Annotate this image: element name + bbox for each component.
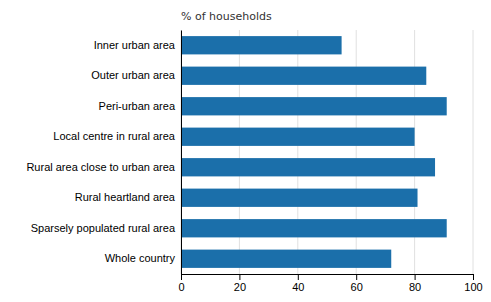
x-tick: 100	[464, 274, 482, 293]
y-tick: Rural heartland area	[75, 191, 181, 203]
y-tick: Whole country	[105, 252, 181, 264]
y-tick-label: Local centre in rural area	[53, 130, 176, 142]
x-tick-mark	[473, 274, 474, 280]
x-tick-label: 100	[464, 281, 482, 293]
x-tick: 40	[292, 274, 304, 293]
y-tick: Rural area close to urban area	[26, 161, 181, 173]
bar	[181, 219, 447, 237]
y-tick: Local centre in rural area	[53, 130, 181, 142]
y-tick-label: Peri-urban area	[99, 100, 176, 112]
bar	[181, 250, 391, 268]
y-tick: Peri-urban area	[99, 100, 181, 112]
x-tick: 20	[234, 274, 246, 293]
x-tick-label: 20	[234, 281, 246, 293]
bars	[181, 36, 447, 268]
bar	[181, 67, 426, 85]
y-tick-label: Inner urban area	[94, 39, 176, 51]
bar	[181, 36, 342, 54]
y-axis-line	[181, 31, 182, 275]
bar	[181, 189, 418, 207]
y-tick-label: Rural area close to urban area	[26, 161, 175, 173]
y-tick: Sparsely populated rural area	[31, 222, 181, 234]
x-tick-mark	[239, 274, 240, 280]
x-axis: 0 20 40 60 80 100	[178, 274, 482, 293]
x-tick: 80	[409, 274, 421, 293]
bar	[181, 128, 415, 146]
bar	[181, 97, 447, 115]
plot: 0 20 40 60 80 100 Whole country Sparsely popula…	[26, 10, 482, 293]
y-tick: Inner urban area	[94, 39, 181, 51]
x-axis-line	[182, 275, 474, 281]
y-tick-label: Sparsely populated rural area	[31, 222, 176, 234]
chart: 0 20 40 60 80 100 Whole country Sparsely popula…	[0, 0, 491, 302]
grid	[181, 30, 473, 274]
x-tick-mark	[356, 274, 357, 280]
x-tick-label: 40	[292, 281, 304, 293]
x-tick-mark	[181, 274, 182, 280]
y-tick-label: Outer urban area	[91, 69, 176, 81]
x-tick-mark	[298, 274, 299, 280]
x-tick: 60	[351, 274, 363, 293]
x-tick-label: 0	[178, 281, 184, 293]
grid-line	[181, 30, 182, 274]
y-tick: Outer urban area	[91, 69, 181, 81]
y-tick-label: Whole country	[105, 252, 176, 264]
y-tick-label: Rural heartland area	[75, 191, 176, 203]
bar	[181, 158, 435, 176]
x-tick: 0	[178, 274, 184, 293]
axis-label: % of households	[181, 10, 272, 23]
y-axis: Whole country Sparsely populated rural ar…	[26, 31, 181, 275]
x-tick-label: 80	[409, 281, 421, 293]
x-tick-mark	[415, 274, 416, 280]
grid-line	[473, 30, 474, 274]
x-tick-label: 60	[351, 281, 363, 293]
